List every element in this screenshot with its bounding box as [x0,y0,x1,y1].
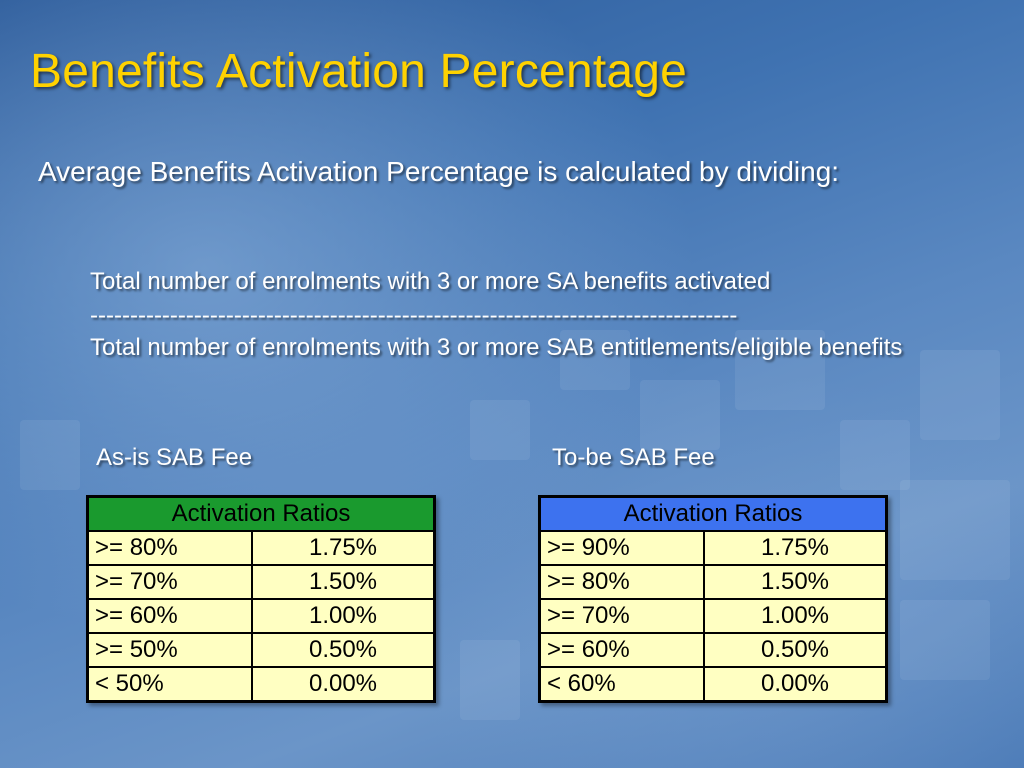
table-row: >= 50% 0.50% [86,632,436,668]
table-row: >= 80% 1.50% [538,564,888,600]
intro-text: Average Benefits Activation Percentage i… [38,156,840,187]
to-be-table-header: Activation Ratios [538,495,888,532]
fee-value: 0.50% [251,632,436,668]
table-row: >= 70% 1.50% [86,564,436,600]
formula-divider: ----------------------------------------… [90,302,738,329]
as-is-table-label: As-is SAB Fee [96,444,253,471]
ratio-condition: < 60% [538,666,705,703]
fee-value: 0.00% [251,666,436,703]
formula: Total number of enrolments with 3 or mor… [90,268,970,362]
fee-value: 1.75% [251,530,436,566]
slide-title: Benefits Activation Percentage [30,45,688,98]
ratio-condition: >= 90% [538,530,705,566]
table-row: >= 80% 1.75% [86,530,436,566]
ratio-condition: >= 60% [538,632,705,668]
ratio-condition: >= 60% [86,598,253,634]
ratio-condition: >= 70% [86,564,253,600]
ratio-condition: >= 70% [538,598,705,634]
table-row: < 50% 0.00% [86,666,436,703]
formula-numerator: Total number of enrolments with 3 or mor… [90,268,771,295]
fee-value: 1.75% [703,530,888,566]
as-is-table-header: Activation Ratios [86,495,436,532]
table-row: >= 90% 1.75% [538,530,888,566]
ratio-condition: >= 50% [86,632,253,668]
to-be-table-label: To-be SAB Fee [552,444,715,471]
ratio-condition: >= 80% [86,530,253,566]
fee-value: 0.50% [703,632,888,668]
table-row: < 60% 0.00% [538,666,888,703]
as-is-fee-table: Activation Ratios >= 80% 1.75% >= 70% 1.… [86,495,436,703]
ratio-condition: >= 80% [538,564,705,600]
table-row: >= 60% 0.50% [538,632,888,668]
fee-value: 1.50% [703,564,888,600]
fee-value: 1.50% [251,564,436,600]
formula-denominator: Total number of enrolments with 3 or mor… [90,334,903,361]
fee-value: 1.00% [251,598,436,634]
fee-value: 0.00% [703,666,888,703]
fee-value: 1.00% [703,598,888,634]
ratio-condition: < 50% [86,666,253,703]
to-be-fee-table: Activation Ratios >= 90% 1.75% >= 80% 1.… [538,495,888,703]
table-row: >= 70% 1.00% [538,598,888,634]
table-row: >= 60% 1.00% [86,598,436,634]
